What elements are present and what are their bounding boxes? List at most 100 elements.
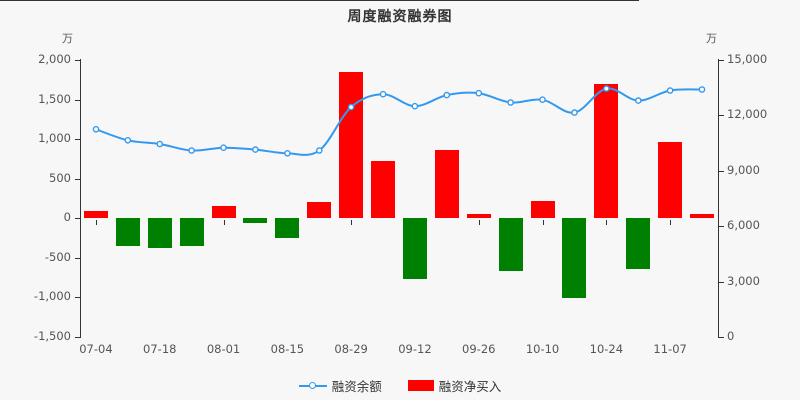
line-marker-icon — [298, 381, 327, 391]
line-marker[interactable] — [284, 149, 291, 157]
x-tick-label: 10-10 — [525, 342, 560, 356]
right-tick — [719, 115, 724, 117]
left-tick — [75, 99, 80, 101]
right-tick-label: 15,000 — [727, 52, 768, 66]
left-tick — [75, 218, 80, 220]
right-tick — [719, 281, 724, 283]
x-tick — [223, 220, 225, 225]
line-marker[interactable] — [188, 147, 195, 154]
bar[interactable] — [562, 218, 587, 299]
bar[interactable] — [498, 218, 523, 271]
left-y-axis — [80, 59, 81, 338]
legend-label-balance: 融资余额 — [331, 379, 382, 394]
bar[interactable] — [275, 218, 300, 238]
line-marker[interactable] — [507, 99, 514, 106]
legend-label-netbuy: 融资净买入 — [438, 379, 502, 394]
line-marker[interactable] — [603, 85, 610, 92]
left-tick-label: 1,000 — [38, 131, 71, 146]
bar[interactable] — [402, 218, 427, 280]
line-marker[interactable] — [347, 103, 355, 111]
red-square-icon — [407, 380, 434, 391]
bar[interactable] — [115, 218, 140, 246]
bar[interactable] — [339, 71, 364, 219]
x-tick-label: 09-26 — [462, 342, 496, 356]
line-path — [95, 87, 703, 156]
bar[interactable] — [594, 83, 619, 219]
line-marker[interactable] — [92, 126, 100, 133]
x-tick-label: 07-18 — [143, 342, 177, 356]
x-tick — [478, 220, 480, 225]
right-axis-unit-label: 万 — [706, 32, 717, 45]
x-tick — [606, 220, 608, 225]
bar[interactable] — [466, 213, 491, 219]
x-tick-label: 07-04 — [79, 342, 113, 356]
bar[interactable] — [179, 218, 204, 247]
bar[interactable] — [434, 149, 459, 219]
x-tick-label: 10-24 — [589, 342, 624, 356]
x-tick — [351, 220, 353, 225]
chart-legend: 融资余额 融资净买入 — [0, 376, 800, 395]
line-marker[interactable] — [698, 86, 706, 93]
line-marker[interactable] — [475, 89, 483, 97]
line-marker[interactable] — [666, 87, 674, 94]
line-marker[interactable] — [571, 109, 578, 116]
line-marker[interactable] — [379, 90, 387, 98]
line-marker[interactable] — [411, 102, 419, 110]
bar[interactable] — [83, 210, 108, 219]
left-tick — [75, 60, 80, 61]
bar[interactable] — [147, 218, 172, 248]
bar[interactable] — [371, 161, 396, 219]
left-axis-unit-label: 万 — [62, 32, 73, 45]
bar[interactable] — [658, 142, 683, 219]
x-tick-label: 11-07 — [653, 342, 687, 356]
x-tick-label: 09-12 — [398, 342, 432, 356]
bar[interactable] — [211, 206, 236, 219]
left-tick — [75, 257, 80, 259]
line-marker[interactable] — [124, 136, 132, 144]
x-tick-label: 08-15 — [270, 342, 305, 356]
bar[interactable] — [530, 201, 555, 219]
line-marker[interactable] — [156, 140, 164, 148]
x-tick — [95, 220, 97, 225]
line-marker[interactable] — [443, 91, 451, 99]
line-marker[interactable] — [315, 147, 323, 154]
left-tick-label: 500 — [49, 170, 71, 185]
left-tick — [75, 337, 80, 338]
right-tick-label: 12,000 — [727, 107, 768, 122]
left-tick-label: -1,500 — [33, 329, 71, 343]
line-marker[interactable] — [635, 97, 642, 104]
right-tick-label: 3,000 — [727, 273, 760, 288]
left-tick-label: -500 — [44, 249, 71, 264]
line-marker[interactable] — [220, 144, 227, 151]
bar[interactable] — [243, 218, 268, 224]
bar[interactable] — [626, 218, 651, 269]
bar[interactable] — [690, 213, 715, 219]
right-tick — [719, 337, 724, 338]
line-marker[interactable] — [252, 146, 259, 153]
zero-baseline — [0, 0, 639, 1]
x-tick-label: 08-01 — [206, 342, 241, 356]
right-y-axis — [718, 59, 719, 338]
right-tick — [719, 60, 724, 61]
left-tick-label: -1,000 — [33, 289, 71, 304]
right-tick-label: 0 — [727, 329, 735, 343]
x-tick — [670, 220, 672, 225]
legend-item-balance[interactable]: 融资余额 — [298, 376, 382, 395]
x-tick — [542, 220, 544, 225]
line-marker[interactable] — [539, 96, 546, 103]
legend-item-netbuy[interactable]: 融资净买入 — [407, 376, 502, 395]
right-tick — [719, 226, 724, 228]
left-tick-label: 1,500 — [38, 91, 71, 106]
chart-title: 周度融资融券图 — [347, 9, 453, 25]
left-tick — [75, 139, 80, 141]
left-tick — [75, 178, 80, 180]
x-tick-label: 08-29 — [334, 342, 368, 356]
left-tick-label: 2,000 — [38, 52, 71, 66]
bar[interactable] — [307, 202, 332, 219]
left-tick — [75, 297, 80, 299]
left-tick-label: 0 — [63, 210, 71, 225]
right-tick-label: 9,000 — [727, 162, 760, 177]
